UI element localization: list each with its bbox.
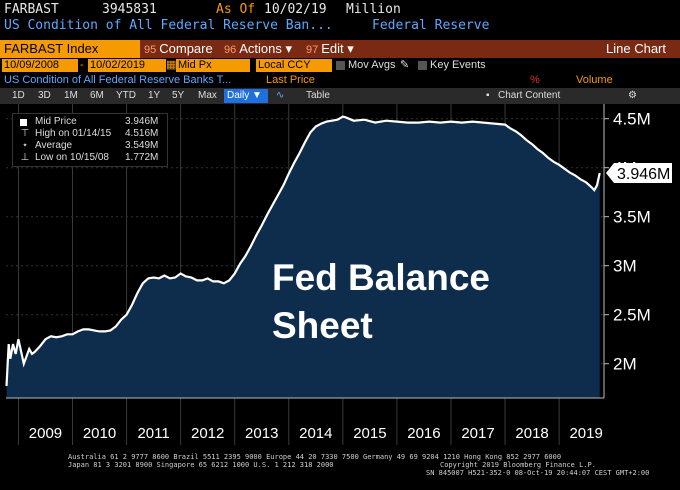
x-tick-label-2011: 2011	[137, 425, 169, 442]
period-bar: 1D 3D 1M 6M YTD 1Y 5Y Max Daily ▼ ∿ Tabl…	[0, 88, 680, 104]
period-6m[interactable]: 6M	[90, 90, 104, 101]
balance-sheet-area	[6, 116, 600, 398]
low-marker-icon: ⊥	[20, 152, 30, 163]
start-date-field[interactable]: 10/09/2008	[2, 59, 78, 72]
footer-copyright: Copyright 2019 Bloomberg Finance L.P.	[440, 461, 596, 469]
ticker-symbol: FARBAST	[4, 2, 59, 17]
key-events-label: Key Events	[430, 59, 486, 71]
line-chart-icon[interactable]: ∿	[276, 90, 285, 101]
edit-button[interactable]: 97 Edit ▾	[302, 40, 376, 58]
x-tick-label-2019: 2019	[569, 425, 602, 442]
y-tick-label-3: 3.5M	[613, 208, 651, 227]
x-tick-label-2012: 2012	[191, 425, 224, 442]
x-tick-label-2010: 2010	[83, 425, 116, 442]
field-select[interactable]: Mid Px	[176, 59, 250, 72]
legend-average: ⋆ Average 3.549M	[17, 140, 165, 152]
average-marker-icon: ⋆	[21, 140, 29, 151]
chart-title-line-2: Sheet	[272, 305, 373, 346]
chart-content-dot-icon: ▪	[486, 90, 490, 101]
actions-button[interactable]: 96 Actions ▾	[220, 40, 304, 58]
period-3d[interactable]: 3D	[38, 90, 51, 101]
source-label: Federal Reserve	[372, 18, 490, 33]
y-tick-label-2: 3M	[613, 257, 637, 276]
gear-icon[interactable]: ⚙	[628, 90, 637, 101]
x-tick-label-2018: 2018	[515, 425, 548, 442]
compare-button[interactable]: 95 Compare	[140, 40, 222, 58]
chart-title-line-1: Fed Balance	[272, 257, 490, 298]
period-1d[interactable]: 1D	[12, 90, 25, 101]
table-button[interactable]: Table	[306, 90, 330, 101]
key-events-checkbox[interactable]	[418, 61, 427, 70]
last-value-badge	[606, 162, 672, 183]
x-axis-ticks: 2009 2010 2011 2012 2013 2014 2015 2016 2017 2018…	[29, 425, 603, 442]
function-toolbar: FARBAST Index 95 Compare 96 Actions ▾ 97 Ed…	[0, 40, 680, 58]
high-marker-icon: ⊤	[20, 128, 30, 139]
x-tick-label-2017: 2017	[461, 425, 494, 442]
mov-avgs-checkbox[interactable]	[336, 61, 345, 70]
balance-sheet-line	[5, 115, 601, 387]
last-price-label: Last Price	[266, 74, 315, 86]
date-separator: -	[80, 59, 84, 71]
mov-avgs-label: Mov Avgs	[348, 59, 396, 71]
toolbar-spacer	[374, 40, 480, 58]
chart-content-button[interactable]: Chart Content	[498, 90, 561, 101]
x-tick-label-2016: 2016	[407, 425, 440, 442]
x-tick-label-2015: 2015	[353, 425, 386, 442]
footer-line-2-left: Japan 81 3 3201 8900 Singapore 65 6212 1…	[68, 461, 334, 469]
security-description: US Condition of All Federal Reserve Ban.…	[4, 18, 333, 33]
last-value-text: 3.946M	[617, 166, 670, 183]
x-tick-label-2013: 2013	[245, 425, 278, 442]
end-date-field[interactable]: 10/02/2019	[88, 59, 166, 72]
currency-select[interactable]: Local CCY	[256, 59, 332, 72]
current-value: 3945831	[102, 2, 157, 17]
legend-mid-price: Mid Price 3.946M	[17, 116, 165, 128]
frequency-select[interactable]: Daily ▼	[224, 89, 268, 103]
description-row: US Condition of All Federal Reserve Ban.…	[0, 18, 680, 33]
security-header-row: FARBAST 3945831 As Of 10/02/19 Million	[0, 2, 680, 17]
calendar-icon[interactable]: ▦	[166, 59, 177, 71]
x-tick-label-2014: 2014	[299, 425, 332, 442]
y-tick-label-1: 2.5M	[613, 306, 651, 325]
y-tick-label-0: 2M	[613, 355, 637, 374]
period-1y[interactable]: 1Y	[148, 90, 161, 101]
footer-line-3: SN 845007 H521-352-0 08-Oct-19 20:44:07 …	[426, 469, 650, 477]
series-name: US Condition of All Federal Reserve Bank…	[4, 74, 232, 86]
percent-label: %	[530, 74, 540, 86]
x-tick-label-2009: 2009	[29, 425, 62, 442]
series-header-row: US Condition of All Federal Reserve Bank…	[0, 73, 680, 88]
chart-type-label: Line Chart	[480, 40, 680, 58]
index-label[interactable]: FARBAST Index	[0, 40, 152, 58]
options-row: 10/09/2008 - 10/02/2019 ▦ Mid Px Local C…	[0, 59, 680, 73]
chart-legend: Mid Price 3.946M ⊤ High on 01/14/15 4.516M …	[12, 113, 168, 167]
period-max[interactable]: Max	[198, 90, 217, 101]
last-value-label: 3.946M	[606, 162, 672, 183]
footer: Australia 61 2 9777 8600 Brazil 5511 239…	[60, 453, 670, 477]
period-ytd[interactable]: YTD	[116, 90, 136, 101]
legend-mid-price-swatch	[20, 119, 27, 126]
period-1m[interactable]: 1M	[64, 90, 78, 101]
as-of-date: 10/02/19	[264, 2, 327, 17]
pencil-icon[interactable]: ✎	[400, 59, 410, 71]
unit-label: Million	[346, 2, 401, 17]
legend-low: ⊥ Low on 10/15/08 1.772M	[20, 152, 159, 163]
y-tick-label-5: 4.5M	[613, 110, 651, 129]
volume-label: Volume	[576, 74, 613, 86]
as-of-label: As Of	[216, 2, 256, 17]
period-5y[interactable]: 5Y	[172, 90, 185, 101]
footer-line-1: Australia 61 2 9777 8600 Brazil 5511 239…	[68, 453, 562, 461]
legend-high: ⊤ High on 01/14/15 4.516M	[20, 128, 159, 139]
